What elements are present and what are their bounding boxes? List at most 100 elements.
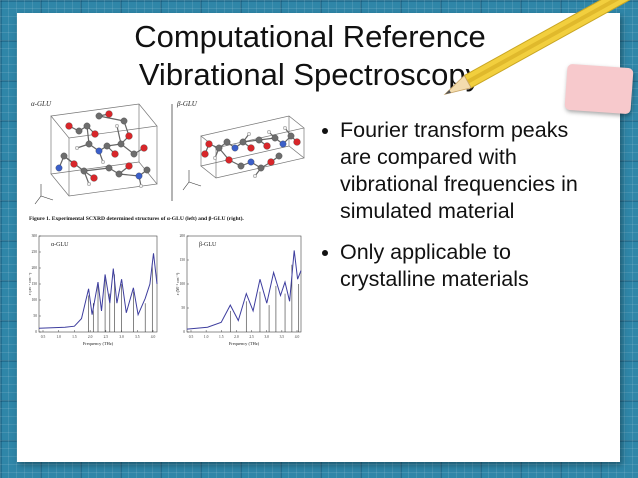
- atom: [255, 136, 263, 144]
- atom: [91, 130, 99, 138]
- molecule-alpha: [55, 110, 151, 188]
- bullet-item: Fourier transform peaks are compared wit…: [320, 117, 605, 225]
- x-tick-label: 2.0: [234, 335, 239, 339]
- atom: [263, 142, 271, 150]
- x-tick-label: 3.5: [280, 335, 285, 339]
- atom: [80, 167, 88, 175]
- atom: [257, 164, 265, 172]
- figure-caption: Figure 1. Experimental SCXRD determined …: [29, 215, 244, 222]
- y-tick-label: 50: [181, 306, 185, 310]
- atom: [140, 144, 148, 152]
- atom: [237, 162, 245, 170]
- atom: [215, 144, 223, 152]
- atom: [103, 142, 111, 150]
- atom: [75, 127, 83, 135]
- atom: [213, 156, 217, 160]
- x-tick-label: 1.5: [219, 335, 224, 339]
- atom: [101, 160, 105, 164]
- atom: [125, 132, 133, 140]
- x-tick-label: 1.0: [204, 335, 209, 339]
- atom: [55, 164, 63, 172]
- atom: [60, 152, 68, 160]
- atom: [115, 124, 119, 128]
- atom: [239, 138, 247, 146]
- y-tick-label: 100: [180, 282, 186, 286]
- x-tick-label: 2.0: [88, 335, 93, 339]
- chart-series-label: β-GLU: [199, 242, 217, 248]
- structure-label-beta: β-GLU: [176, 100, 198, 108]
- atom: [223, 138, 231, 146]
- atom: [247, 144, 255, 152]
- x-tick-label: 4.0: [151, 335, 156, 339]
- atom: [125, 162, 133, 170]
- slide-paper: [17, 13, 620, 462]
- y-tick-label: 200: [180, 234, 186, 238]
- y-tick-label: 0: [183, 330, 185, 334]
- y-tick-label: 150: [32, 282, 38, 286]
- x-tick-label: 1.5: [72, 335, 77, 339]
- x-tick-label: 2.5: [104, 335, 109, 339]
- atom: [120, 117, 128, 125]
- atom: [253, 174, 257, 178]
- bullet-text: Fourier transform peaks are compared wit…: [340, 118, 578, 223]
- pencil-decoration: [443, 0, 638, 96]
- y-tick-label: 100: [32, 298, 38, 302]
- atom: [275, 152, 283, 160]
- x-tick-label: 2.5: [249, 335, 254, 339]
- bullet-dot: [322, 250, 328, 256]
- atom: [65, 122, 73, 130]
- y-axis-label: ε (M⁻¹ cm⁻¹): [175, 272, 180, 295]
- bullet-item: Only applicable to crystalline materials: [320, 239, 605, 293]
- x-axis-label: Frequency (THz): [229, 341, 260, 346]
- atom: [293, 138, 301, 146]
- atom: [105, 164, 113, 172]
- atom: [95, 112, 103, 120]
- atom: [135, 172, 143, 180]
- atom: [117, 140, 125, 148]
- atom: [111, 150, 119, 158]
- atom: [70, 160, 78, 168]
- structure-label-alpha: α-GLU: [31, 100, 52, 108]
- atom: [90, 174, 98, 182]
- atom: [225, 156, 233, 164]
- chart-series-label: α-GLU: [51, 242, 69, 248]
- x-tick-label: 3.5: [135, 335, 140, 339]
- atom: [105, 110, 113, 118]
- atom: [85, 140, 93, 148]
- atom: [143, 166, 151, 174]
- atom: [247, 158, 255, 166]
- atom: [283, 126, 287, 130]
- atom: [231, 144, 239, 152]
- slide-title-line-1: Computational Reference: [134, 19, 486, 54]
- slide-title-line-2: Vibrational Spectroscopy: [138, 57, 482, 92]
- structure-panel-beta: β-GLU: [176, 100, 305, 191]
- atom: [201, 150, 209, 158]
- y-axis-label: ε (M⁻¹ cm⁻¹): [29, 272, 32, 295]
- atom: [267, 158, 275, 166]
- molecule-beta: [201, 126, 301, 178]
- atom: [247, 132, 251, 136]
- spectrum-line: [186, 250, 302, 330]
- atom: [75, 146, 79, 150]
- x-tick-label: 0.5: [41, 335, 46, 339]
- atom: [83, 122, 91, 130]
- atom: [87, 182, 91, 186]
- spectrum-chart-alpha: α-GLU 0.5 1.0 1.5 2.0 2.5 3.0 3.5 4.0 0 50 100 150 20…: [29, 234, 158, 346]
- y-tick-label: 250: [32, 250, 38, 254]
- x-tick-label: 3.0: [119, 335, 124, 339]
- atom: [287, 132, 295, 140]
- atom: [267, 130, 271, 134]
- y-tick-label: 200: [32, 266, 38, 270]
- y-tick-label: 0: [35, 330, 37, 334]
- atom: [95, 147, 103, 155]
- spectrum-chart-beta: β-GLU 0.5 1.0 1.5 2.0 2.5 3.0 3.5 4.0 0 50 100 150 20…: [175, 234, 302, 346]
- atom: [115, 170, 123, 178]
- y-tick-label: 50: [33, 314, 37, 318]
- atom: [205, 140, 213, 148]
- bond: [83, 167, 110, 172]
- atom: [130, 150, 138, 158]
- x-tick-label: 0.5: [189, 335, 194, 339]
- x-axis-label: Frequency (THz): [83, 341, 114, 346]
- x-tick-label: 1.0: [56, 335, 61, 339]
- y-tick-label: 150: [180, 258, 186, 262]
